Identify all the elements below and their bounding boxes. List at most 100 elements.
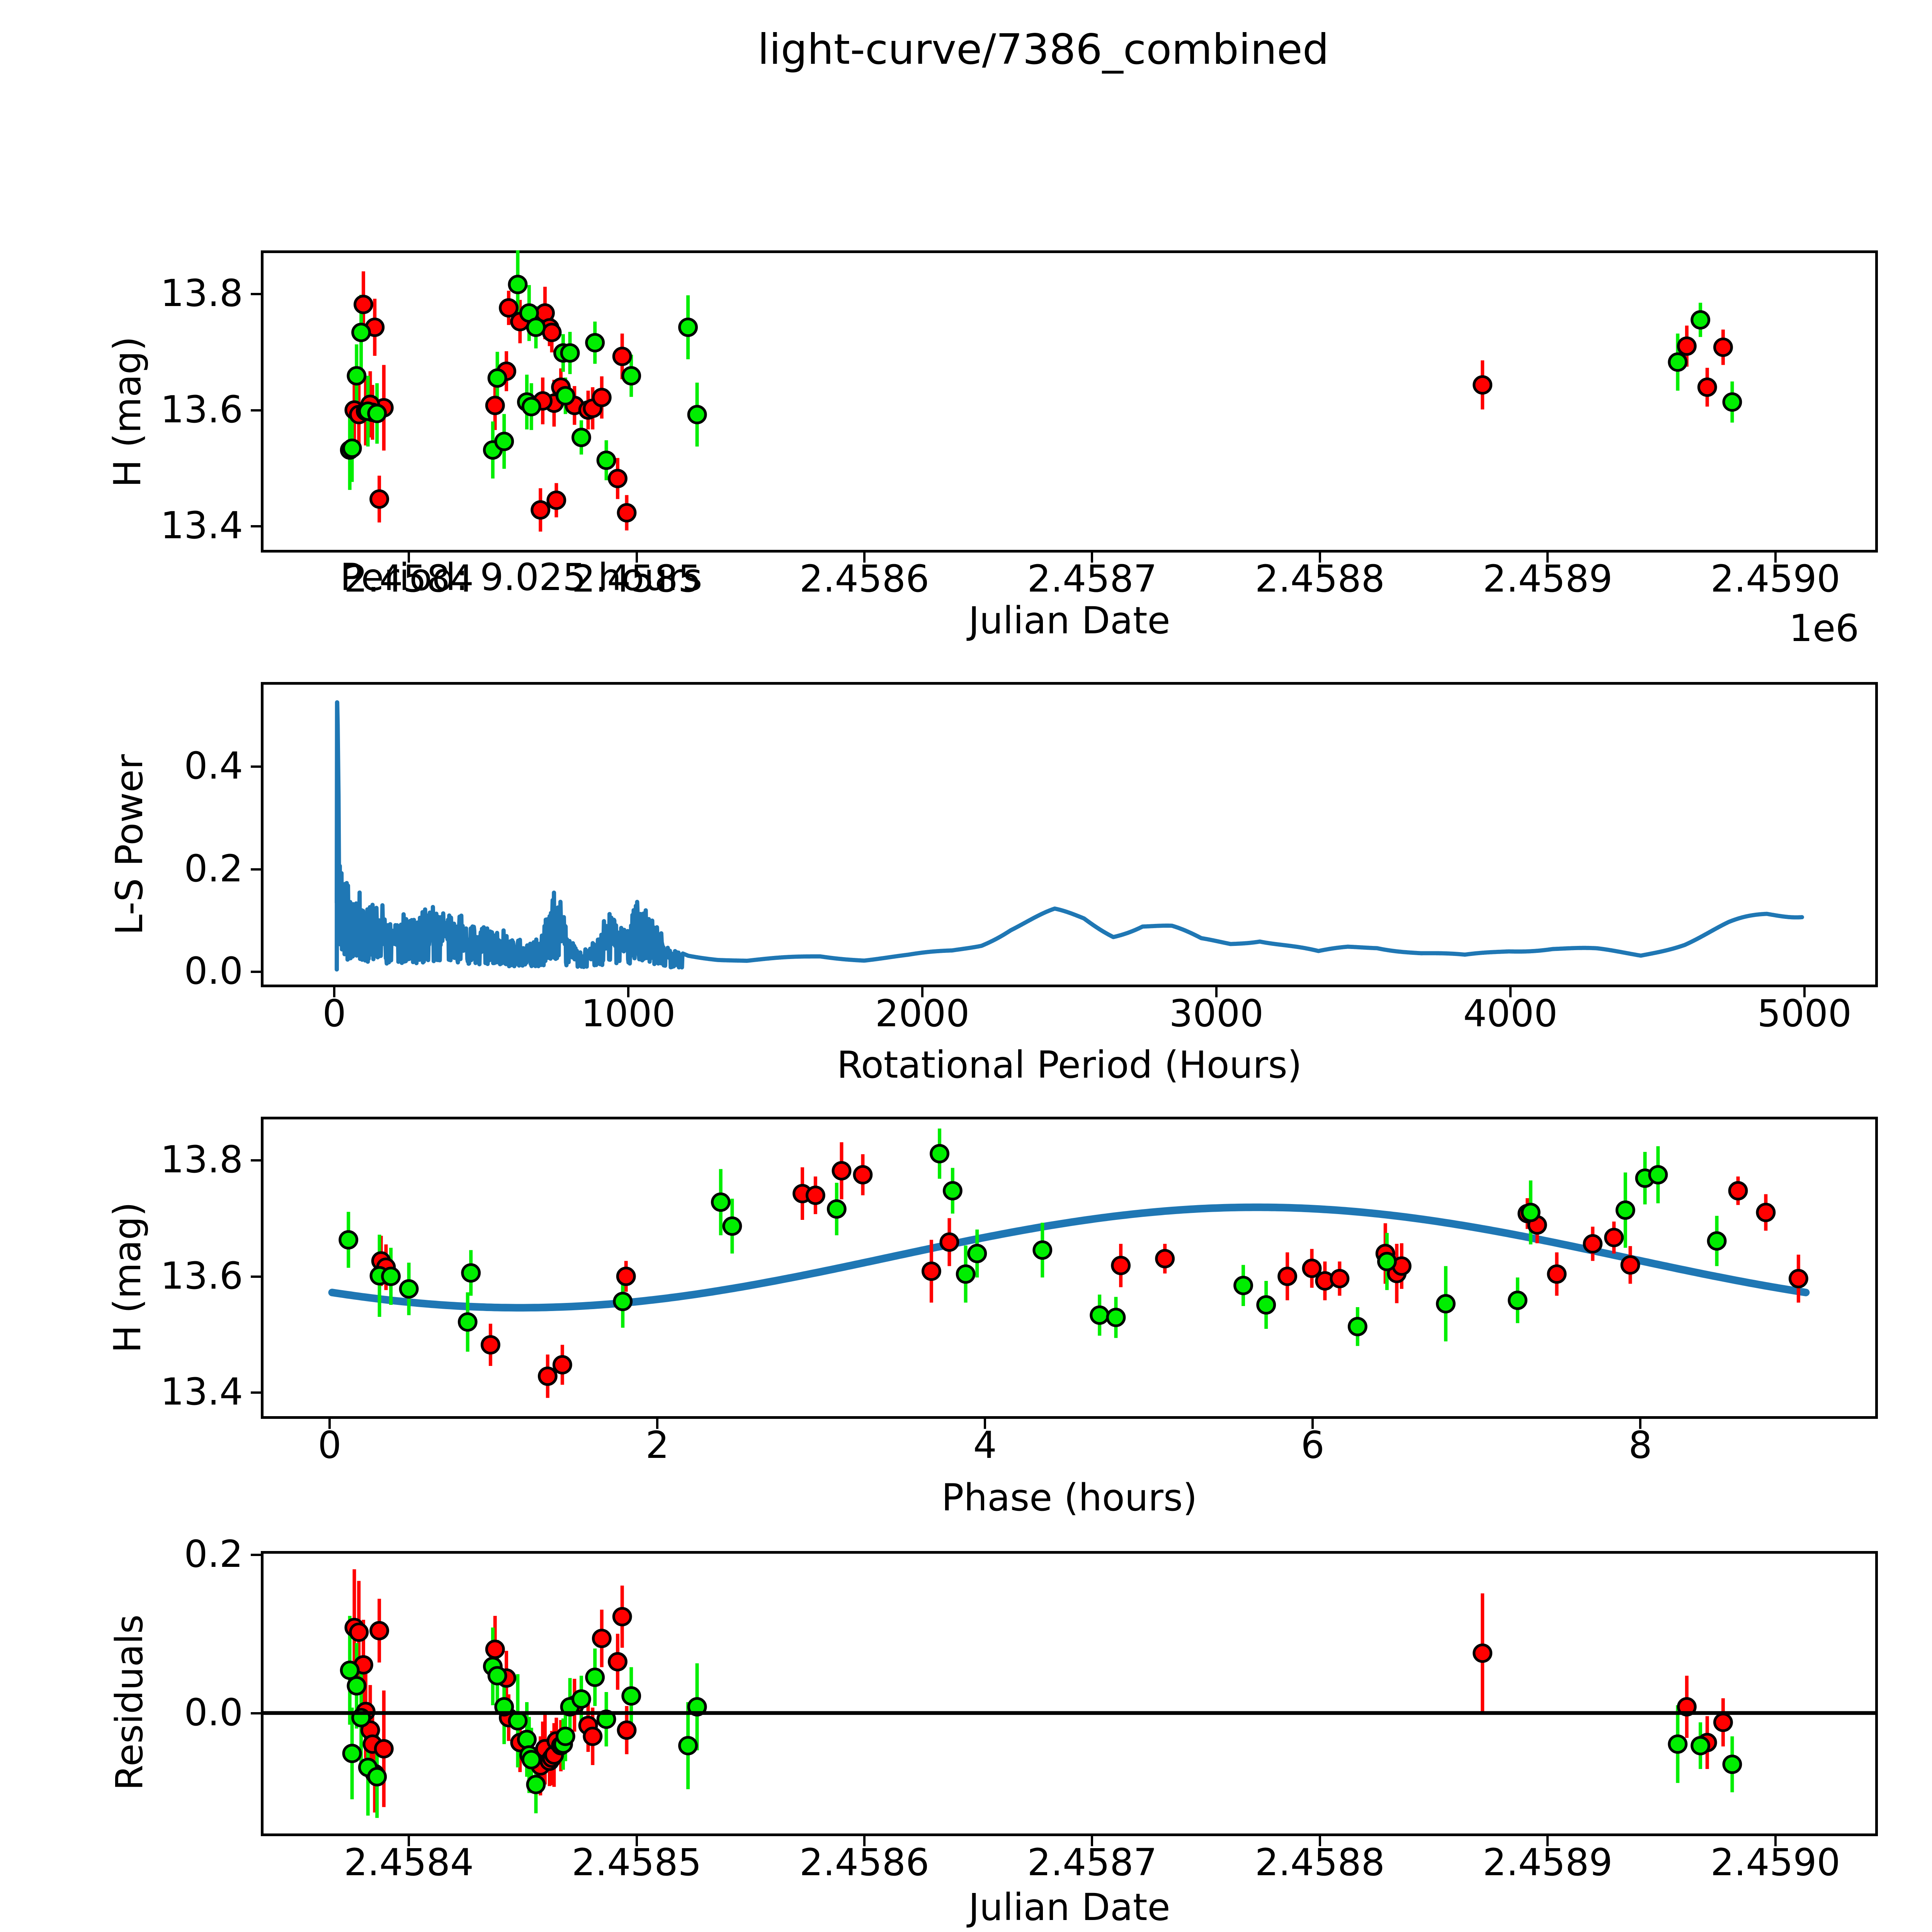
figure-title: light-curve/7386_combined xyxy=(757,26,1329,74)
series-green xyxy=(348,1616,1734,1818)
data-point-green xyxy=(508,275,528,294)
ytick-label: 0.2 xyxy=(184,847,243,890)
xtick-mark xyxy=(1639,1419,1642,1429)
markers-green xyxy=(340,1656,1742,1794)
data-point-green xyxy=(596,451,616,470)
data-point-green xyxy=(487,1666,507,1685)
data-point-green xyxy=(342,439,362,458)
ytick-label: 0.2 xyxy=(184,1532,243,1576)
xtick-mark xyxy=(1546,1836,1549,1846)
data-point-green xyxy=(1690,310,1711,330)
xtick-mark xyxy=(1091,1836,1094,1846)
data-point-red xyxy=(1713,337,1733,357)
ytick-mark xyxy=(251,971,261,973)
xtick-label: 2.4584 xyxy=(344,557,474,600)
xtick-mark xyxy=(1803,987,1806,997)
data-point-green xyxy=(494,432,514,451)
xtick-label: 1000 xyxy=(581,992,676,1035)
data-point-green xyxy=(722,1216,742,1236)
xtick-mark xyxy=(984,1419,986,1429)
panel4-offset-label: 1e6 xyxy=(1789,1928,1859,1932)
data-point-green xyxy=(494,1697,514,1717)
data-point-red xyxy=(1473,375,1493,395)
xtick-label: 6 xyxy=(1301,1423,1325,1467)
data-point-green xyxy=(367,1767,387,1787)
data-point-green xyxy=(956,1264,976,1284)
data-point-green xyxy=(1616,1200,1635,1220)
data-point-red xyxy=(1713,1713,1733,1732)
xtick-label: 2.4589 xyxy=(1483,557,1613,600)
xtick-label: 2.4588 xyxy=(1255,557,1385,600)
ytick-label: 13.4 xyxy=(160,504,243,548)
data-point-green xyxy=(338,1230,359,1250)
data-point-green xyxy=(347,1676,367,1696)
ytick-mark xyxy=(251,409,261,412)
data-point-red xyxy=(1111,1256,1131,1276)
data-point-green xyxy=(487,368,507,388)
xtick-mark xyxy=(656,1419,659,1429)
data-point-red xyxy=(485,1639,505,1659)
data-point-green xyxy=(687,405,707,425)
data-point-green xyxy=(571,428,591,447)
data-point-green xyxy=(967,1244,987,1264)
data-point-green xyxy=(381,1267,401,1286)
data-point-green xyxy=(942,1181,963,1201)
data-point-green xyxy=(340,1660,360,1680)
data-point-red xyxy=(1604,1228,1624,1247)
data-point-green xyxy=(596,1709,616,1729)
markers-red xyxy=(344,1607,1733,1784)
data-point-green xyxy=(613,1292,633,1311)
ytick-mark xyxy=(251,1159,261,1162)
xtick-mark xyxy=(635,553,638,563)
data-point-red xyxy=(612,347,632,366)
ytick-label: 0.0 xyxy=(184,949,243,993)
data-point-red xyxy=(1788,1269,1808,1289)
data-point-red xyxy=(1728,1181,1748,1201)
series-green xyxy=(347,1128,1719,1352)
ytick-mark xyxy=(251,765,261,768)
data-point-green xyxy=(555,1726,575,1746)
data-point-red xyxy=(542,323,562,342)
data-point-green xyxy=(571,1689,591,1709)
xtick-label: 3000 xyxy=(1169,992,1264,1035)
data-point-red xyxy=(1547,1264,1567,1284)
ytick-mark xyxy=(251,1554,261,1556)
xtick-label: 2.4588 xyxy=(1255,1841,1385,1884)
data-point-green xyxy=(342,1743,362,1763)
ytick-mark xyxy=(251,293,261,295)
data-point-green xyxy=(526,1775,546,1794)
data-point-green xyxy=(1690,1736,1711,1755)
sine-fit-line xyxy=(328,1203,1810,1312)
residuals-plot-area xyxy=(264,1569,1875,1818)
panel4-xlabel: Julian Date xyxy=(968,1886,1170,1929)
data-point-red xyxy=(369,1621,389,1641)
ytick-label: 13.6 xyxy=(160,1254,243,1298)
panel1-xlabel: Julian Date xyxy=(968,599,1170,642)
xtick-label: 2.4587 xyxy=(1027,557,1157,600)
data-point-red xyxy=(592,1629,612,1648)
xtick-mark xyxy=(333,987,336,997)
panel-phasefold xyxy=(261,1117,1878,1419)
data-point-red xyxy=(546,490,566,510)
data-point-green xyxy=(1347,1317,1367,1337)
phasefold-plot-area xyxy=(328,1128,1810,1398)
panel-periodogram xyxy=(261,682,1878,987)
ytick-label: 13.8 xyxy=(160,271,243,315)
data-point-red xyxy=(1697,378,1717,397)
period-annotation: Period: 9.025 hours xyxy=(340,556,702,599)
panel2-xlabel: Rotational Period (Hours) xyxy=(837,1043,1302,1087)
xtick-mark xyxy=(921,987,924,997)
data-point-red xyxy=(583,1726,603,1746)
xtick-label: 5000 xyxy=(1757,992,1852,1035)
xtick-label: 8 xyxy=(1628,1423,1652,1467)
data-point-red xyxy=(832,1161,852,1180)
data-point-green xyxy=(347,366,367,386)
data-point-red xyxy=(1620,1255,1640,1275)
xtick-label: 2.4587 xyxy=(1027,1841,1157,1884)
data-point-green xyxy=(1520,1202,1541,1222)
data-point-green xyxy=(1508,1291,1527,1310)
data-point-red xyxy=(369,489,389,509)
data-point-red xyxy=(1756,1202,1776,1222)
data-point-green xyxy=(555,386,575,406)
